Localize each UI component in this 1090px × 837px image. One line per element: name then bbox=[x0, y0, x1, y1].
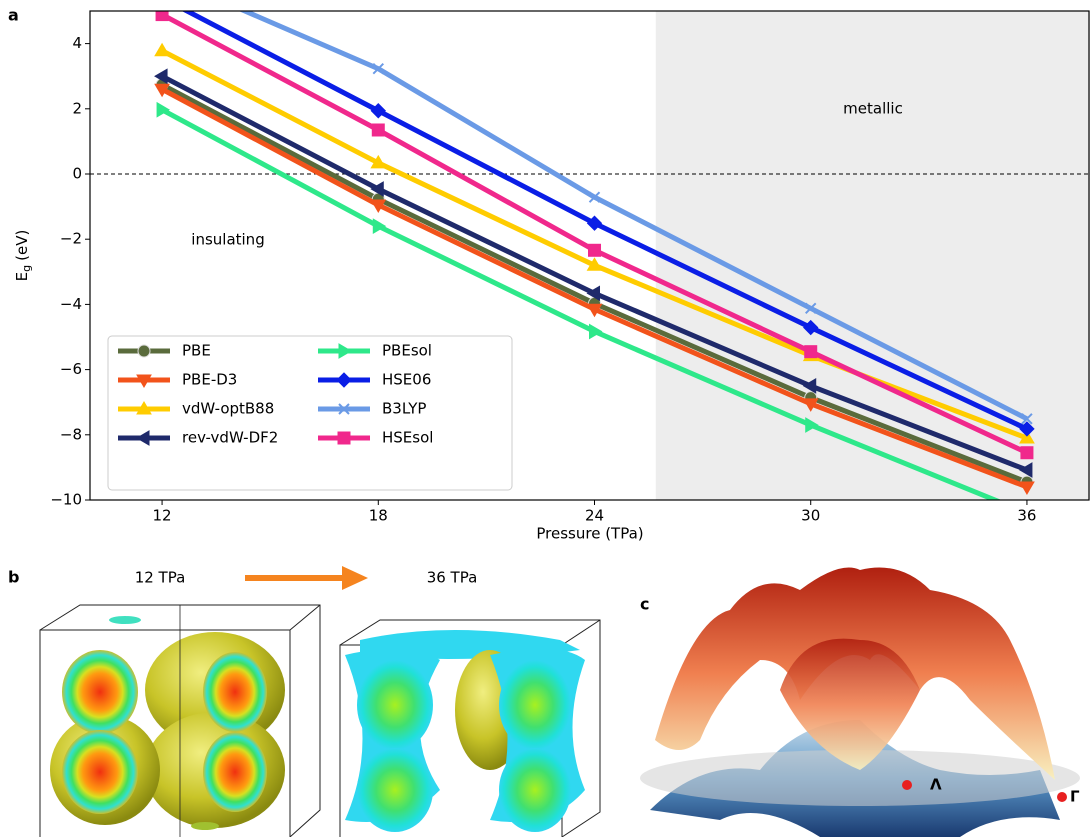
y-tick-label: −10 bbox=[50, 491, 82, 509]
marker bbox=[155, 0, 169, 5]
x-tick-label: 36 bbox=[1017, 507, 1036, 525]
marker bbox=[154, 83, 170, 98]
marker bbox=[1019, 430, 1035, 444]
x-tick-label: 18 bbox=[369, 507, 388, 525]
marker bbox=[370, 103, 386, 119]
y-tick-label: −6 bbox=[60, 360, 82, 378]
legend-label: HSEsol bbox=[382, 429, 433, 447]
panel-c: c Λ Γ bbox=[640, 567, 1080, 837]
marker bbox=[137, 344, 151, 358]
marker bbox=[370, 199, 387, 213]
marker bbox=[338, 403, 350, 415]
fermi-plane bbox=[640, 750, 1080, 806]
marker bbox=[803, 319, 819, 336]
marker bbox=[1020, 446, 1034, 460]
shaded-region bbox=[655, 11, 1090, 500]
x-tick-label: 24 bbox=[585, 507, 604, 525]
y-tick-label: 4 bbox=[72, 34, 82, 52]
y-tick-label: 2 bbox=[72, 99, 82, 117]
panel-label: b bbox=[8, 568, 19, 587]
marker bbox=[136, 430, 150, 446]
marker bbox=[154, 68, 168, 85]
marker bbox=[1018, 462, 1033, 478]
marker bbox=[586, 285, 601, 302]
plot-area bbox=[154, 0, 1035, 500]
y-tick-label: −8 bbox=[60, 425, 82, 443]
y-axis-label: Eg (eV) bbox=[13, 230, 34, 282]
marker bbox=[1019, 481, 1035, 495]
marker bbox=[589, 323, 603, 340]
upper-band bbox=[655, 567, 1055, 780]
marker bbox=[136, 401, 152, 415]
legend-label: PBE-D3 bbox=[182, 371, 237, 389]
marker bbox=[1019, 421, 1035, 437]
panel-b: b 12 TPa 36 TPa bbox=[8, 566, 601, 837]
marker bbox=[805, 417, 819, 433]
legend-label: rev-vdW-DF2 bbox=[182, 429, 278, 447]
y-tick-label: −4 bbox=[60, 295, 82, 313]
x-tick-label: 12 bbox=[153, 507, 172, 525]
marker bbox=[336, 372, 352, 388]
point-label: Λ bbox=[930, 776, 942, 794]
marker bbox=[154, 42, 170, 57]
y-axis-label-part: E bbox=[13, 272, 31, 281]
marker bbox=[371, 123, 385, 137]
marker bbox=[586, 215, 603, 231]
marker bbox=[372, 218, 387, 235]
y-tick-label: 0 bbox=[72, 165, 82, 183]
legend-label: PBE bbox=[182, 342, 211, 360]
marker bbox=[804, 345, 818, 359]
marker bbox=[372, 62, 384, 75]
marker bbox=[337, 431, 351, 445]
x-axis-label: Pressure (TPa) bbox=[536, 525, 643, 543]
point-marker bbox=[1057, 792, 1067, 802]
cube-12 bbox=[39, 604, 321, 837]
marker bbox=[370, 154, 387, 169]
point-marker bbox=[902, 780, 912, 790]
panel-label: a bbox=[8, 6, 19, 25]
y-tick-label: −2 bbox=[60, 230, 82, 248]
legend: PBE PBE-D3 vdW-optB88 rev-vdW-DF2 PBEsol HSE0… bbox=[107, 335, 513, 491]
upper-band-front bbox=[780, 638, 920, 770]
legend-label: vdW-optB88 bbox=[182, 400, 274, 418]
arrow-head bbox=[342, 566, 368, 590]
y-axis-label-part: (eV) bbox=[13, 230, 31, 261]
marker bbox=[588, 191, 601, 203]
marker bbox=[802, 398, 819, 412]
cube-36 bbox=[339, 619, 601, 837]
marker bbox=[370, 181, 384, 197]
panel-title: 36 TPa bbox=[427, 569, 478, 587]
plot-frame bbox=[89, 10, 1090, 501]
panel-label: c bbox=[640, 595, 649, 614]
marker bbox=[586, 303, 603, 318]
legend-label: PBEsol bbox=[382, 342, 432, 360]
legend-label: HSE06 bbox=[382, 371, 431, 389]
y-axis-label-part: g bbox=[20, 265, 33, 272]
marker bbox=[588, 243, 602, 257]
marker bbox=[802, 378, 817, 394]
marker bbox=[1021, 413, 1033, 425]
legend-label: B3LYP bbox=[382, 400, 426, 418]
x-tick-label: 30 bbox=[801, 507, 820, 525]
marker bbox=[338, 343, 352, 359]
marker bbox=[156, 101, 171, 118]
marker bbox=[155, 11, 169, 22]
marker bbox=[805, 302, 817, 315]
legend-frame bbox=[107, 335, 513, 491]
annotation: metallic bbox=[843, 100, 903, 118]
point-label: Γ bbox=[1070, 788, 1080, 806]
marker bbox=[586, 257, 603, 271]
panel-title: 12 TPa bbox=[135, 569, 186, 587]
marker bbox=[136, 374, 152, 388]
annotation: insulating bbox=[191, 231, 264, 249]
